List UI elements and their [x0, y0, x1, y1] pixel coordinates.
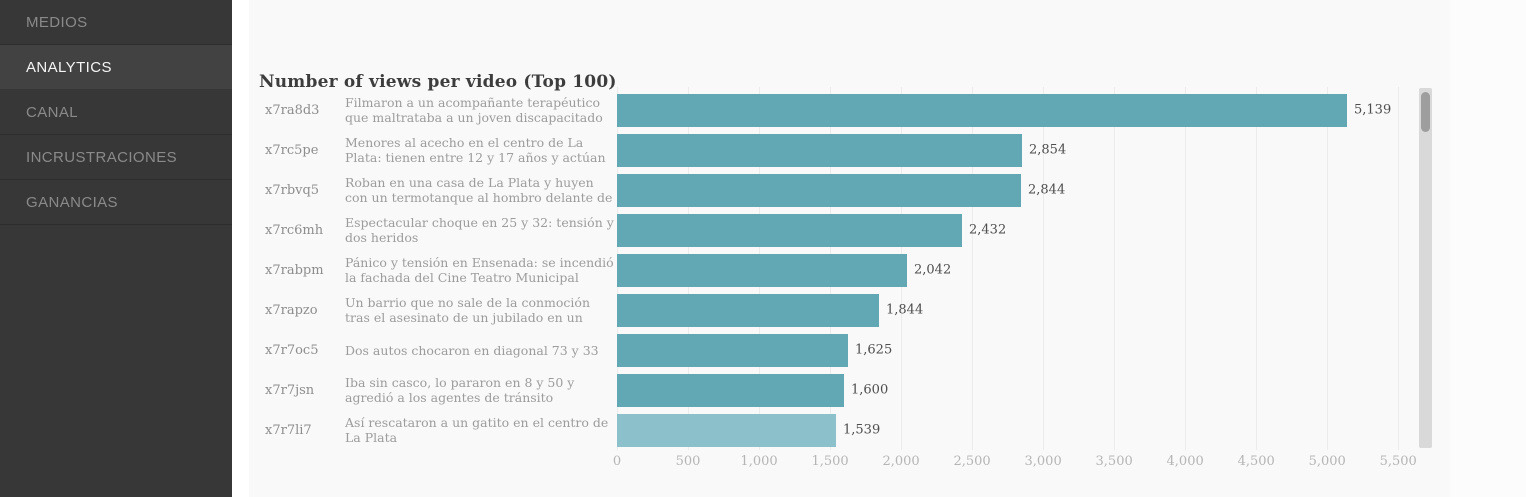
bar-plot-area: 5,139 [617, 93, 1410, 127]
sidebar-item-analytics[interactable]: ANALYTICS [0, 45, 232, 90]
bar-plot-area: 1,844 [617, 293, 1410, 327]
video-id: x7ra8d3 [265, 102, 320, 118]
x-axis-tick-label: 2,500 [953, 454, 991, 469]
bar[interactable] [617, 293, 879, 327]
sidebar-item-incrustraciones[interactable]: INCRUSTRACIONES [0, 135, 232, 180]
video-id: x7rbvq5 [265, 182, 320, 198]
video-id: x7r7li7 [265, 422, 312, 438]
bar-plot-area: 2,844 [617, 173, 1410, 207]
bar-plot-area: 2,042 [617, 253, 1410, 287]
bar-plot-area: 1,539 [617, 413, 1410, 447]
chart-scrollbar-thumb[interactable] [1421, 92, 1430, 132]
video-id: x7rc6mh [265, 222, 324, 238]
bar[interactable] [617, 333, 848, 367]
sidebar-item-label: INCRUSTRACIONES [26, 148, 178, 166]
chart-row: x7ra8d3 Filmaron a un acompañante terapé… [265, 90, 1410, 130]
x-axis-tick-label: 4,000 [1166, 454, 1204, 469]
bar[interactable] [617, 253, 907, 287]
x-axis-tick-label: 1,500 [811, 454, 849, 469]
bar-value-label: 1,539 [843, 422, 881, 438]
sidebar-item-medios[interactable]: MEDIOS [0, 0, 232, 45]
x-axis-tick-label: 5,500 [1379, 454, 1417, 469]
x-axis-tick-label: 5,000 [1308, 454, 1346, 469]
bar-value-label: 2,844 [1028, 182, 1066, 198]
chart-row: x7rabpm Pánico y tensión en Ensenada: se… [265, 250, 1410, 290]
chart-row: x7rc5pe Menores al acecho en el centro d… [265, 130, 1410, 170]
bar-value-label: 5,139 [1354, 102, 1392, 118]
page-right-margin [1450, 0, 1526, 497]
analytics-panel: Number of views per video (Top 100) x7ra… [249, 0, 1450, 497]
chart-row: x7rbvq5 Roban en una casa de La Plata y … [265, 170, 1410, 210]
chart-row: x7r7li7 Así rescataron a un gatito en el… [265, 410, 1410, 450]
video-title: Filmaron a un acompañante terapéutico qu… [345, 95, 603, 125]
video-title: Un barrio que no sale de la conmoción tr… [345, 294, 590, 326]
video-title: Iba sin casco, lo pararon en 8 y 50 y ag… [345, 375, 575, 405]
bar-plot-area: 1,625 [617, 333, 1410, 367]
chart-rows: x7ra8d3 Filmaron a un acompañante terapé… [265, 87, 1410, 450]
video-id: x7rapzo [265, 302, 318, 318]
sidebar-item-label: GANANCIAS [26, 193, 118, 211]
x-axis-tick-label: 4,500 [1237, 454, 1275, 469]
bar-value-label: 1,625 [855, 342, 893, 358]
bar[interactable] [617, 173, 1021, 207]
sidebar: MEDIOS ANALYTICS CANAL INCRUSTRACIONES G… [0, 0, 232, 497]
chart-row: x7rc6mh Espectacular choque en 25 y 32: … [265, 210, 1410, 250]
video-id: x7r7oc5 [265, 342, 319, 358]
video-title: Dos autos chocaron en diagonal 73 y 33 [345, 342, 599, 358]
views-bar-chart: x7ra8d3 Filmaron a un acompañante terapé… [265, 87, 1417, 474]
bar-plot-area: 2,854 [617, 133, 1410, 167]
bar-value-label: 2,854 [1029, 142, 1067, 158]
bar-value-label: 1,844 [886, 302, 924, 318]
bar[interactable] [617, 133, 1022, 167]
chart-scrollbar-track[interactable] [1419, 88, 1432, 448]
bar-value-label: 2,432 [969, 222, 1007, 238]
video-id: x7rabpm [265, 262, 324, 278]
bar-plot-area: 2,432 [617, 213, 1410, 247]
video-title: Así rescataron a un gatito en el centro … [345, 415, 609, 445]
bar[interactable] [617, 213, 962, 247]
bar-value-label: 1,600 [851, 382, 889, 398]
x-axis-tick-label: 1,000 [740, 454, 778, 469]
x-axis-tick-label: 2,000 [882, 454, 920, 469]
sidebar-item-label: ANALYTICS [26, 58, 112, 76]
x-axis-tick-label: 3,500 [1095, 454, 1133, 469]
sidebar-item-ganancias[interactable]: GANANCIAS [0, 180, 232, 225]
sidebar-item-label: CANAL [26, 103, 79, 121]
video-title: Menores al acecho en el centro de La Pla… [345, 134, 606, 166]
bar[interactable] [617, 373, 844, 407]
chart-row: x7rapzo Un barrio que no sale de la conm… [265, 290, 1410, 330]
video-title: Pánico y tensión en Ensenada: se incendi… [345, 255, 614, 285]
chart-row: x7r7oc5 Dos autos chocaron en diagonal 7… [265, 330, 1410, 370]
bar-value-label: 2,042 [914, 262, 952, 278]
video-title: Espectacular choque en 25 y 32: tensión … [345, 215, 614, 245]
video-title: Roban en una casa de La Plata y huyen co… [345, 174, 613, 206]
sidebar-gutter [232, 0, 249, 497]
chart-row: x7r7jsn Iba sin casco, lo pararon en 8 y… [265, 370, 1410, 410]
video-id: x7rc5pe [265, 142, 319, 158]
video-id: x7r7jsn [265, 382, 315, 398]
sidebar-item-label: MEDIOS [26, 13, 88, 31]
x-axis-tick-label: 3,000 [1024, 454, 1062, 469]
bar[interactable] [617, 93, 1347, 127]
sidebar-item-canal[interactable]: CANAL [0, 90, 232, 135]
chart-title: Number of views per video (Top 100) [259, 72, 617, 93]
x-axis: 0 500 1,000 1,500 2,000 2,500 3,000 3,500 4,000 4… [613, 454, 1417, 474]
bar-plot-area: 1,600 [617, 373, 1410, 407]
x-axis-tick-label: 0 [612, 454, 622, 469]
bar[interactable] [617, 413, 836, 447]
x-axis-tick-label: 500 [675, 454, 701, 469]
